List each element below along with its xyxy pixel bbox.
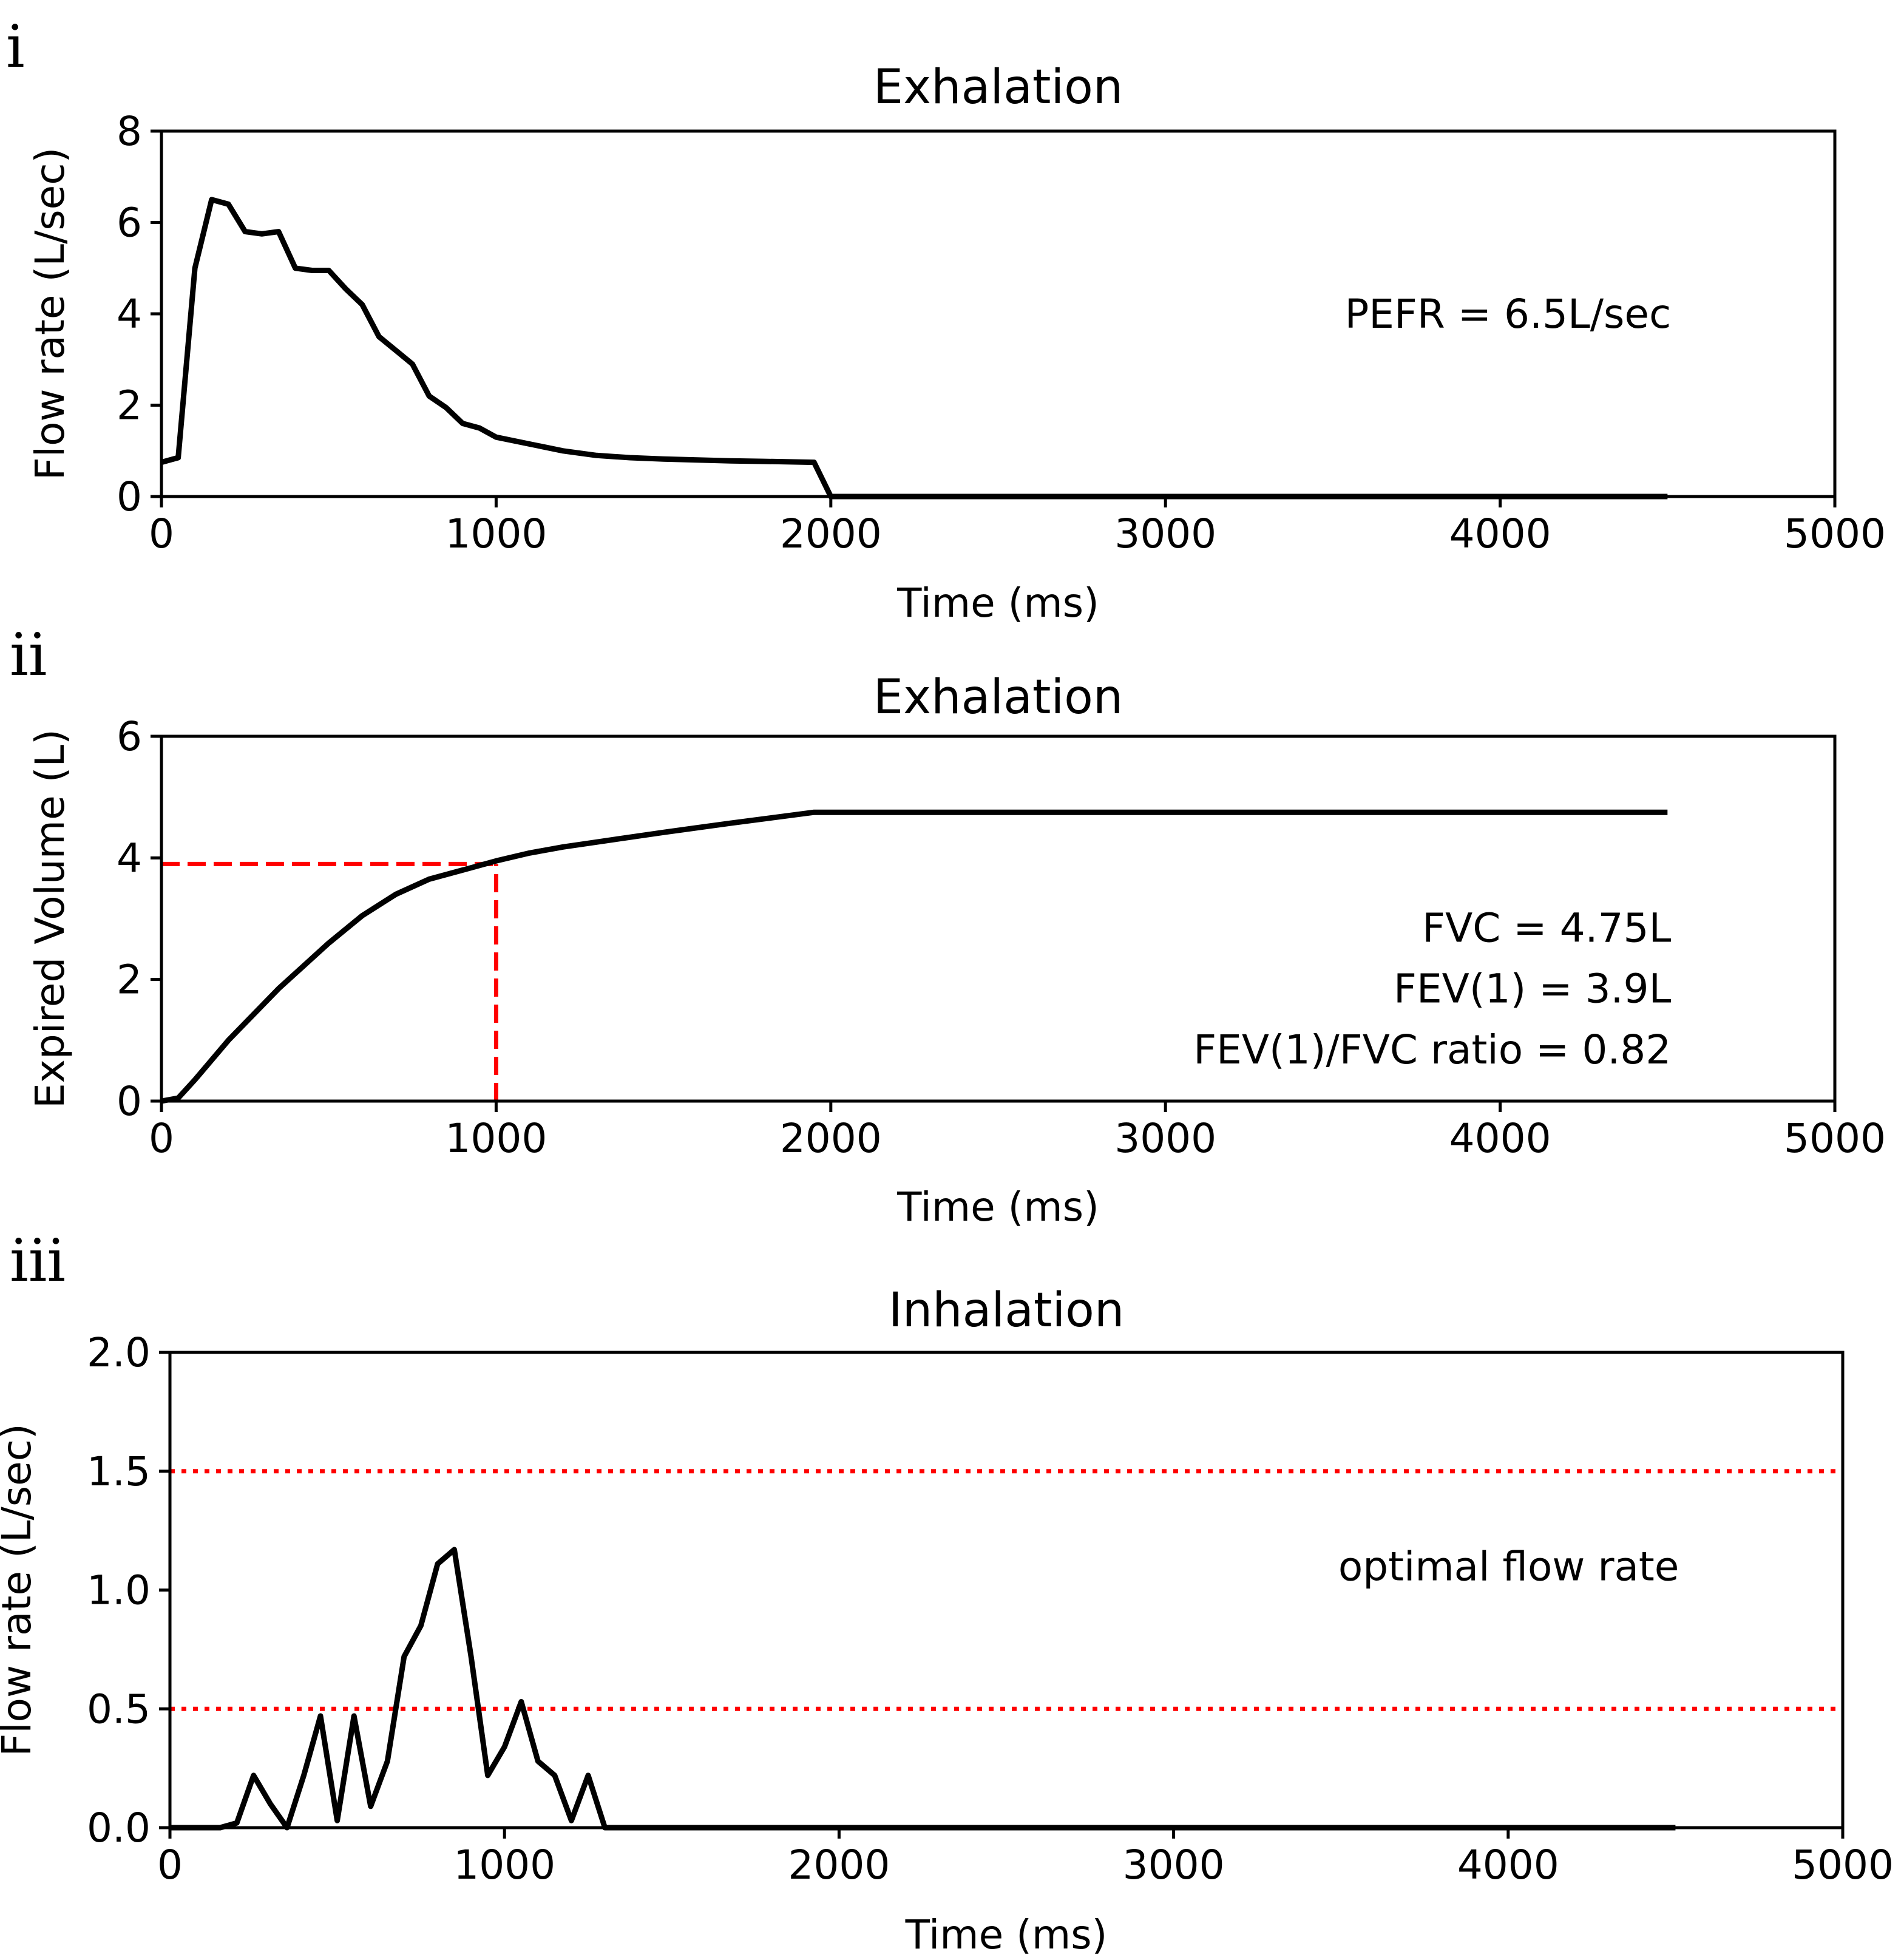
panel-label: iii: [10, 1227, 66, 1295]
annotation-text: FEV(1) = 3.9L: [1394, 966, 1672, 1012]
x-tick-label: 0: [157, 1842, 183, 1888]
x-tick-label: 5000: [1784, 1115, 1886, 1162]
panel-ii: ii Exhalation 0 1000 2000 3000 4000 5000 0 2 4 6 Tim…: [10, 621, 1886, 1230]
x-tick-label: 3000: [1123, 1842, 1225, 1888]
axes-frame: [168, 1351, 1845, 1829]
x-tick-label: 5000: [1784, 510, 1886, 557]
axes-frame: [160, 734, 1837, 1103]
x-tick-label: 1000: [445, 1115, 547, 1162]
y-tick-label: 6: [117, 200, 142, 246]
x-tick-label: 1000: [453, 1842, 555, 1888]
y-axis-label: Flow rate (L/sec): [27, 148, 73, 480]
x-axis-label: Time (ms): [896, 1184, 1099, 1230]
y-tick-label: 2: [117, 382, 142, 429]
series-line-flow: [160, 197, 1668, 500]
chart-title: Exhalation: [873, 670, 1123, 725]
x-tick-label: 4000: [1449, 1115, 1551, 1162]
chart-title: Inhalation: [889, 1283, 1125, 1338]
y-tick-label: 2.0: [87, 1329, 151, 1376]
x-tick-label: 4000: [1449, 510, 1551, 557]
x-tick-label: 3000: [1114, 510, 1216, 557]
y-tick-label: 0.0: [87, 1805, 151, 1851]
x-tick-label: 3000: [1114, 1115, 1216, 1162]
y-tick-label: 0: [117, 473, 142, 520]
y-axis-label: Expired Volume (L): [27, 729, 73, 1108]
annotation-text: optimal flow rate: [1338, 1543, 1679, 1590]
panel-iii: iii Inhalation 0 1000 2000 3000 4000 5000 0.0 0.5…: [0, 1227, 1894, 1958]
annotation-text: FEV(1)/FVC ratio = 0.82: [1193, 1026, 1671, 1073]
y-tick-label: 4: [117, 291, 142, 337]
x-tick-label: 5000: [1792, 1842, 1894, 1888]
x-tick-label: 2000: [780, 510, 882, 557]
panel-label: i: [6, 13, 25, 81]
y-tick-label: 0: [117, 1078, 142, 1125]
y-tick-label: 1.0: [87, 1567, 151, 1614]
x-axis-label: Time (ms): [905, 1911, 1108, 1958]
x-tick-label: 4000: [1457, 1842, 1559, 1888]
y-tick-label: 8: [117, 108, 142, 155]
series-line-volume: [161, 809, 1668, 1104]
series-line-flow: [170, 1547, 1676, 1831]
y-tick-label: 4: [117, 835, 142, 881]
x-tick-label: 0: [149, 1115, 174, 1162]
annotation-text: FVC = 4.75L: [1422, 905, 1671, 952]
y-tick-label: 1.5: [87, 1448, 151, 1495]
y-tick-label: 2: [117, 957, 142, 1003]
annotation-text: PEFR = 6.5L/sec: [1344, 291, 1671, 337]
y-tick-label: 6: [117, 713, 142, 760]
chart-title: Exhalation: [873, 60, 1123, 115]
panel-i: i Exhalation 0 1000 2000 3000 4000 5000 0 2 4 6 8 Tim…: [6, 13, 1886, 626]
y-tick-label: 0.5: [87, 1686, 151, 1732]
x-tick-label: 0: [149, 510, 174, 557]
x-tick-label: 2000: [788, 1842, 890, 1888]
x-tick-label: 2000: [780, 1115, 882, 1162]
x-tick-label: 1000: [445, 510, 547, 557]
x-axis-label: Time (ms): [896, 580, 1099, 626]
panel-label: ii: [10, 621, 47, 689]
y-axis-label: Flow rate (L/sec): [0, 1423, 40, 1756]
